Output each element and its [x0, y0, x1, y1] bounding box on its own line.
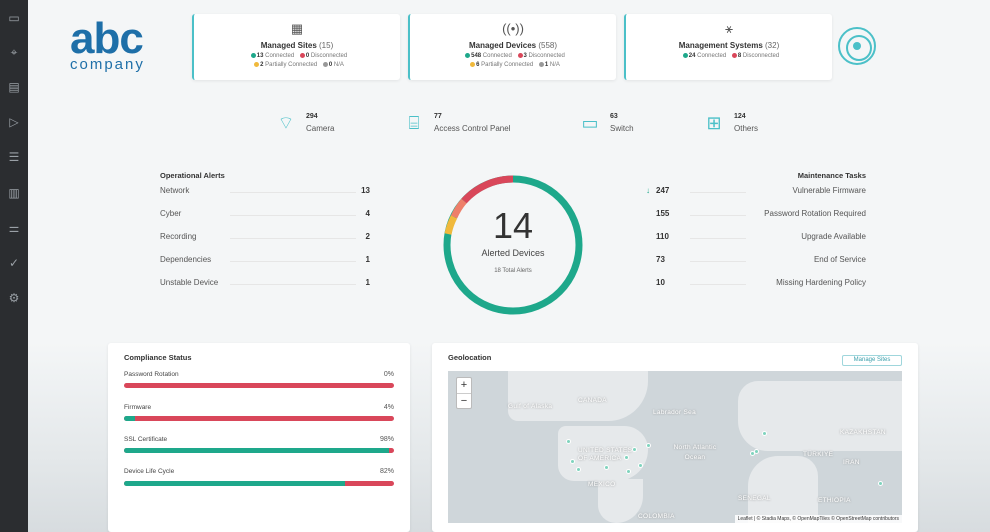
site-marker[interactable] [632, 447, 637, 452]
device-type-access-control[interactable]: ⌸ 77 Access Control Panel [400, 112, 530, 138]
sliders-icon[interactable]: ⚌ [8, 221, 20, 235]
site-marker[interactable] [566, 439, 571, 444]
wireless-icon: ((•)) [502, 21, 524, 36]
maintenance-row[interactable]: 73 End of Service [656, 255, 866, 264]
access-panel-icon: ⌸ [408, 113, 420, 133]
company-logo: abc company [70, 14, 145, 74]
alert-row[interactable]: Unstable Device 1 [160, 278, 370, 287]
zoom-out-button[interactable]: − [457, 393, 471, 408]
site-marker[interactable] [576, 467, 581, 472]
compliance-bar [124, 383, 394, 388]
management-systems-card[interactable]: ⚹ Management Systems (32) 24 Connected 8… [624, 14, 832, 80]
radar-icon[interactable] [838, 27, 876, 65]
window-icon[interactable]: ▭ [8, 11, 20, 25]
clipboard-icon[interactable]: ▤ [8, 80, 20, 94]
alerted-devices-label: Alerted Devices [481, 248, 545, 258]
geolocation-title: Geolocation [448, 353, 492, 362]
bar-chart-icon[interactable]: ▥ [8, 186, 20, 200]
site-marker[interactable] [638, 463, 643, 468]
projector-icon[interactable]: ▷ [9, 115, 19, 129]
total-alerts-label: 18 Total Alerts [494, 268, 532, 274]
compliance-bar [124, 416, 394, 421]
compliance-bar [124, 448, 394, 453]
maintenance-tasks-title: Maintenance Tasks [797, 171, 866, 180]
alert-row[interactable]: Recording 2 [160, 232, 370, 241]
zoom-control: + − [456, 377, 472, 409]
map-attribution: Leaflet | © Stadia Maps, © OpenMapTiles … [734, 515, 902, 523]
maintenance-row[interactable]: 110 Upgrade Available [656, 232, 866, 241]
alert-row[interactable]: Dependencies 1 [160, 255, 370, 264]
compliance-title: Compliance Status [124, 353, 192, 362]
donut-seg-critical [461, 175, 514, 204]
grid-icon: ⊞ [706, 113, 722, 133]
alert-row[interactable]: Network 13 [160, 186, 370, 195]
site-marker[interactable] [570, 459, 575, 464]
device-type-camera[interactable]: ⌔ 294 Camera [272, 112, 372, 138]
compliance-status-card: Compliance Status Password Rotation 0% F… [108, 343, 410, 532]
managed-sites-card[interactable]: ▦ Managed Sites (15) 13 Connected 0 Disc… [192, 14, 400, 80]
camera-icon: ⌔ [277, 113, 295, 133]
alerted-devices-donut[interactable] [440, 172, 586, 318]
alert-row[interactable]: Cyber 4 [160, 209, 370, 218]
site-marker[interactable] [604, 465, 609, 470]
alerted-devices-count: 14 [492, 205, 534, 246]
site-marker[interactable] [624, 455, 629, 460]
arrow-down-icon: ↓ [646, 186, 650, 195]
managed-devices-card[interactable]: ((•)) Managed Devices (558) 548 Connecte… [408, 14, 616, 80]
world-map[interactable]: + − Gulf of Alaska CANADA Labrador Sea U… [448, 371, 902, 523]
maintenance-row[interactable]: 155 Password Rotation Required [656, 209, 866, 218]
switch-icon: ▭ [581, 113, 599, 133]
site-marker[interactable] [750, 451, 755, 456]
check-circle-icon[interactable]: ✓ [8, 256, 20, 270]
compliance-bar [124, 481, 394, 486]
site-marker[interactable] [878, 481, 883, 486]
checklist-icon[interactable]: ☰ [8, 150, 20, 164]
network-hub-icon: ⚹ [725, 21, 733, 36]
donut-seg-major [450, 198, 467, 219]
geolocation-card: Geolocation Manage Sites + − Gulf of Ala… [432, 343, 918, 532]
gear-icon[interactable]: ⚙ [8, 291, 20, 305]
maintenance-row[interactable]: 10 Missing Hardening Policy [656, 278, 866, 287]
operational-alerts-title: Operational Alerts [160, 171, 225, 180]
device-type-others[interactable]: ⊞ 124 Others [700, 112, 780, 138]
site-marker[interactable] [626, 469, 631, 474]
site-marker[interactable] [762, 431, 767, 436]
zoom-in-button[interactable]: + [460, 379, 468, 391]
location-pin-icon[interactable]: ⌖ [10, 44, 18, 59]
site-marker[interactable] [646, 443, 651, 448]
donut-seg-minor [444, 215, 458, 235]
maintenance-row[interactable]: 247 Vulnerable Firmware [656, 186, 866, 195]
manage-sites-button[interactable]: Manage Sites [842, 355, 902, 366]
device-type-switch[interactable]: ▭ 63 Switch [576, 112, 656, 138]
building-icon: ▦ [290, 21, 304, 36]
sidebar: ▭ ⌖ ▤ ▷ ☰ ▥ ⚌ ✓ ⚙ [0, 0, 28, 532]
